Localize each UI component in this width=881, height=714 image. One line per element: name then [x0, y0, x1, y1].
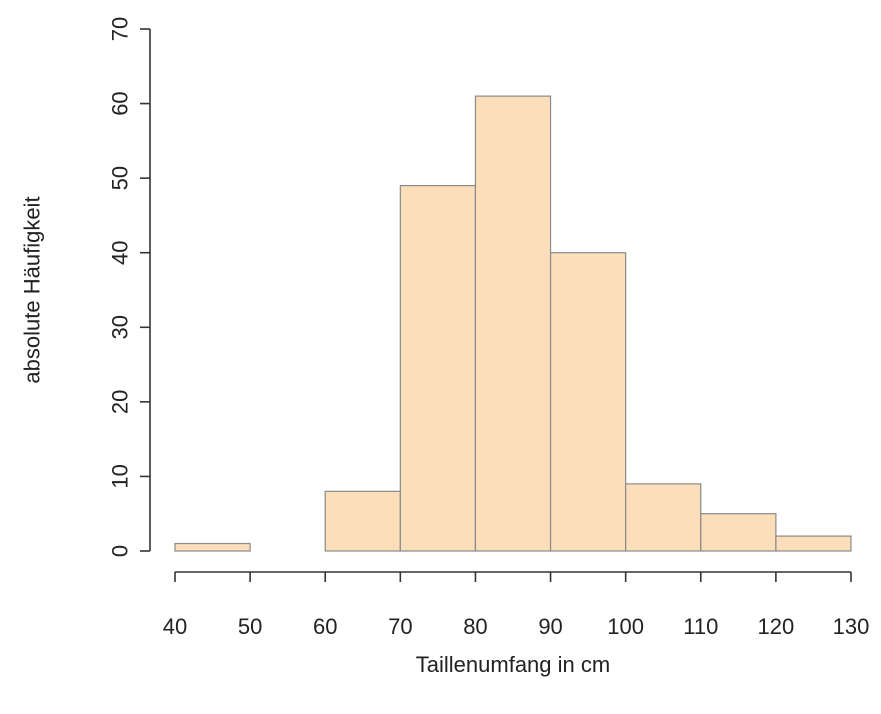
x-axis-title: Taillenumfang in cm	[416, 652, 610, 677]
histogram-bar-110-120	[700, 513, 777, 552]
x-tick-label-110: 110	[683, 614, 718, 639]
y-tick-label-30: 30	[108, 315, 133, 339]
histogram-bar-100-110	[625, 483, 702, 552]
y-axis: 0 10 20 30 40 50 60 70	[108, 17, 151, 557]
x-tick-label-60: 60	[313, 614, 337, 639]
y-tick-label-10: 10	[108, 464, 133, 488]
x-tick-label-70: 70	[388, 614, 412, 639]
y-tick-label-0: 0	[108, 545, 133, 557]
histogram-bar-40-50	[174, 542, 251, 552]
histogram-bar-70-80	[399, 185, 477, 552]
histogram-bar-60-70	[324, 490, 401, 552]
y-axis-title: absolute Häufigkeit	[20, 196, 45, 383]
x-axis: 40 50 60 70 80 90 100 110 120 130	[163, 571, 870, 639]
bars-group	[174, 95, 852, 552]
x-tick-label-100: 100	[607, 614, 644, 639]
x-tick-label-130: 130	[833, 614, 870, 639]
y-tick-label-20: 20	[108, 390, 133, 414]
histogram-bar-120-130	[775, 535, 852, 552]
y-tick-label-50: 50	[108, 166, 133, 190]
y-tick-label-60: 60	[108, 91, 133, 115]
x-tick-label-120: 120	[758, 614, 795, 639]
x-tick-label-50: 50	[238, 614, 262, 639]
x-tick-label-90: 90	[538, 614, 562, 639]
y-tick-label-40: 40	[108, 240, 133, 264]
histogram-bar-90-100	[549, 252, 627, 552]
y-tick-label-70: 70	[108, 17, 133, 41]
x-tick-label-40: 40	[163, 614, 187, 639]
x-tick-label-80: 80	[463, 614, 487, 639]
histogram-bar-80-90	[474, 95, 552, 552]
